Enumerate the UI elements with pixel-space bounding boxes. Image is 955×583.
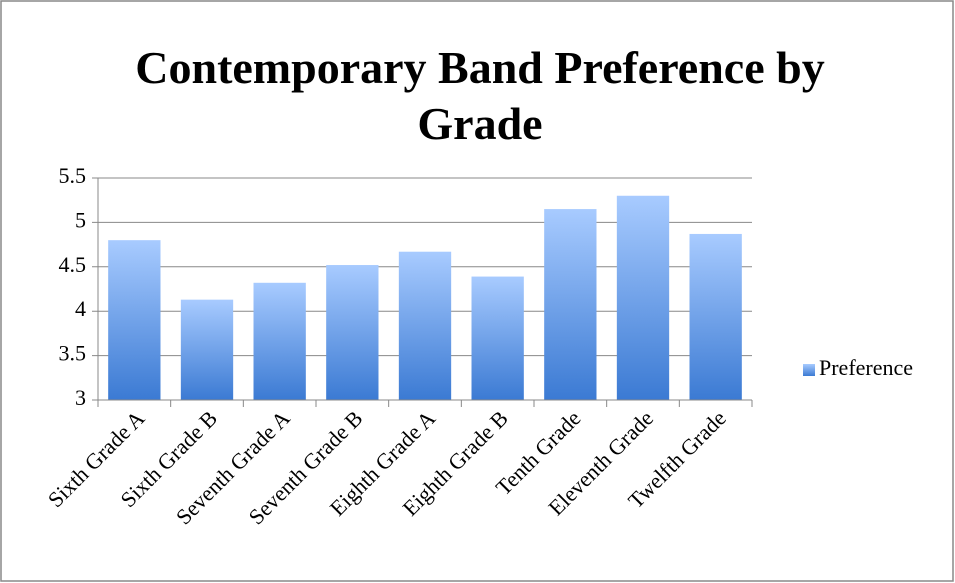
y-tick-label: 5 — [75, 207, 86, 232]
bar — [616, 195, 670, 400]
bar — [544, 209, 597, 400]
bar — [471, 276, 524, 400]
legend-label: Preference — [819, 355, 913, 380]
y-tick-label: 4.5 — [59, 252, 87, 277]
bar — [398, 251, 452, 400]
bar — [326, 265, 379, 400]
chart-title: Contemporary Band Preference by Grade — [135, 42, 825, 149]
y-tick-label: 3.5 — [59, 341, 87, 366]
y-tick-label: 5.5 — [59, 163, 87, 188]
bar — [689, 233, 742, 400]
bar — [180, 299, 234, 400]
y-tick-label: 3 — [75, 385, 86, 410]
y-tick-label: 4 — [75, 296, 86, 321]
legend-swatch — [803, 364, 815, 376]
bar — [108, 240, 161, 400]
bar — [253, 282, 306, 400]
